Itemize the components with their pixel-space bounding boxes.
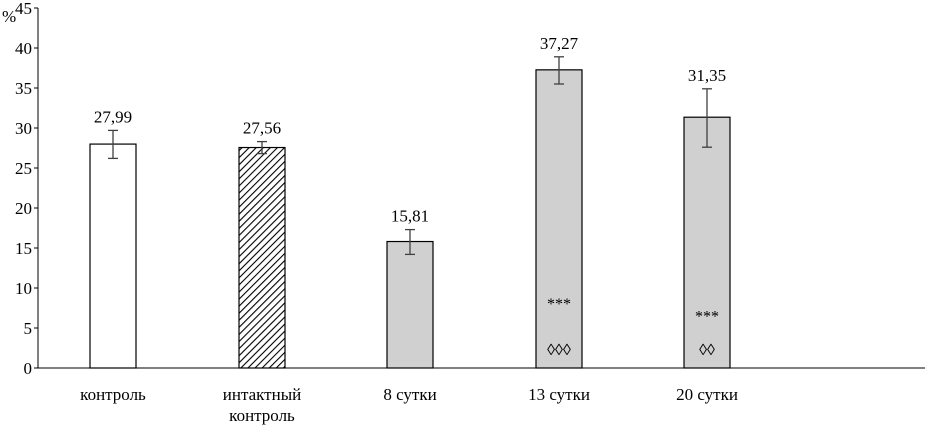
data-label: 31,35 (688, 66, 726, 85)
data-label: 15,81 (391, 207, 429, 226)
significance-mark: *** (695, 309, 719, 326)
axes (37, 8, 925, 369)
data-label: 27,56 (243, 119, 281, 138)
x-category-label: контроль (229, 406, 295, 425)
x-category-label: 8 сутки (383, 385, 436, 404)
bar (683, 116, 731, 369)
y-tick-label: 30 (15, 119, 32, 138)
significance-mark: *** (547, 296, 571, 313)
y-tick-label: 10 (15, 279, 32, 298)
bars: 27,99 27,56 15,81 37,27 *** ◊◊◊ 31,35 *** ◊◊ (89, 34, 731, 369)
significance-mark: ◊◊ (699, 342, 715, 359)
bar (89, 143, 137, 369)
data-label: 27,99 (94, 107, 132, 126)
y-tick-label: 15 (15, 239, 32, 258)
bar (386, 240, 434, 369)
y-axis-ticks: 0 5 10 15 20 25 30 35 40 45% (2, 0, 38, 378)
y-tick-label: 45 (15, 0, 32, 18)
y-tick-label: 40 (15, 39, 32, 58)
category-labels: контроль интактный контроль 8 сутки 13 сутки… (80, 385, 738, 425)
y-tick-label: 0 (24, 359, 33, 378)
bar (238, 146, 286, 369)
x-category-label: интактный (223, 385, 301, 404)
bar (535, 69, 583, 369)
significance-mark: ◊◊◊ (547, 342, 571, 359)
x-category-label: 13 сутки (528, 385, 590, 404)
x-category-label: контроль (80, 385, 146, 404)
data-label: 37,27 (540, 34, 579, 53)
y-tick-label: 5 (24, 319, 33, 338)
y-tick-label: 35 (15, 79, 32, 98)
x-category-label: 20 сутки (676, 385, 738, 404)
y-tick-label: 20 (15, 199, 32, 218)
y-tick-label: 25 (15, 159, 32, 178)
y-axis-label: % (2, 7, 16, 26)
